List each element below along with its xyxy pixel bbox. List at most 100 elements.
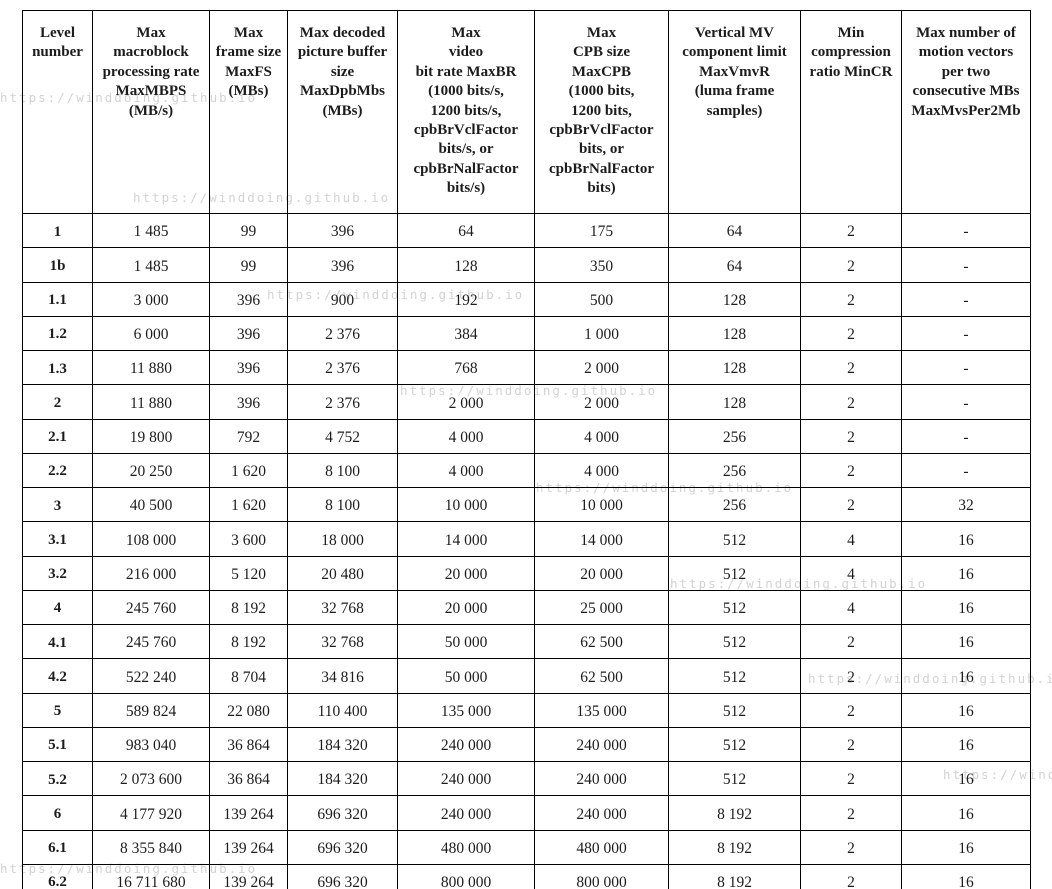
value-cell: 216 000 [92, 555, 210, 591]
value-cell: 40 500 [92, 486, 210, 523]
value-cell: 128 [397, 247, 535, 283]
value-cell: 396 [209, 315, 288, 352]
value-cell: 11 880 [92, 384, 210, 420]
value-cell: 20 000 [397, 555, 535, 591]
value-cell: 128 [668, 384, 801, 420]
table-row: 4.1 245 760 8 192 32 768 50 000 62 500 512 2 16 [22, 623, 1031, 660]
value-cell: 500 [534, 281, 669, 317]
value-cell: - [901, 281, 1031, 317]
value-cell: 25 000 [534, 589, 669, 626]
level-number-cell: 5.2 [22, 760, 93, 797]
value-cell: 8 100 [287, 452, 398, 489]
value-cell: 768 [397, 349, 535, 386]
value-cell: 16 [901, 795, 1031, 831]
value-cell: 2 376 [287, 315, 398, 352]
level-number-cell: 1.1 [22, 281, 93, 317]
value-cell: 8 192 [209, 589, 288, 626]
value-cell: 512 [668, 726, 801, 763]
value-cell: 128 [668, 315, 801, 352]
value-cell: 36 864 [209, 726, 288, 763]
value-cell: 64 [668, 212, 801, 249]
value-cell: 32 768 [287, 623, 398, 660]
value-cell: 135 000 [397, 692, 535, 728]
value-cell: 18 000 [287, 521, 398, 557]
value-cell: 8 192 [668, 863, 801, 889]
value-cell: 240 000 [397, 726, 535, 763]
level-number-cell: 3.1 [22, 521, 93, 557]
level-number-cell: 2 [22, 384, 93, 420]
column-header: Max CPB size MaxCPB (1000 bits, 1200 bit… [534, 10, 669, 214]
value-cell: 792 [209, 418, 288, 454]
value-cell: 240 000 [534, 760, 669, 797]
value-cell: 99 [209, 212, 288, 249]
value-cell: 8 192 [668, 795, 801, 831]
value-cell: 5 120 [209, 555, 288, 591]
value-cell: 16 [901, 658, 1031, 694]
value-cell: 16 [901, 863, 1031, 889]
value-cell: - [901, 418, 1031, 454]
value-cell: 2 [800, 315, 902, 352]
value-cell: 4 [800, 589, 902, 626]
column-header: Max video bit rate MaxBR (1000 bits/s, 1… [397, 10, 535, 214]
value-cell: 16 [901, 726, 1031, 763]
value-cell: 99 [209, 247, 288, 283]
value-cell: 512 [668, 692, 801, 728]
value-cell: 512 [668, 589, 801, 626]
value-cell: 1 485 [92, 212, 210, 249]
value-cell: 2 000 [534, 384, 669, 420]
level-number-cell: 3.2 [22, 555, 93, 591]
value-cell: 32 768 [287, 589, 398, 626]
value-cell: 800 000 [534, 863, 669, 889]
value-cell: 480 000 [534, 829, 669, 865]
value-cell: 350 [534, 247, 669, 283]
value-cell: 10 000 [397, 486, 535, 523]
value-cell: 4 000 [534, 418, 669, 454]
value-cell: 512 [668, 623, 801, 660]
level-number-cell: 1b [22, 247, 93, 283]
value-cell: 256 [668, 452, 801, 489]
value-cell: 32 [901, 486, 1031, 523]
value-cell: - [901, 349, 1031, 386]
column-header: Min compression ratio MinCR [800, 10, 902, 214]
value-cell: 8 704 [209, 658, 288, 694]
value-cell: 8 192 [668, 829, 801, 865]
value-cell: 2 [800, 418, 902, 454]
level-number-cell: 6 [22, 795, 93, 831]
value-cell: 22 080 [209, 692, 288, 728]
value-cell: 3 600 [209, 521, 288, 557]
value-cell: 20 000 [534, 555, 669, 591]
value-cell: 800 000 [397, 863, 535, 889]
value-cell: 384 [397, 315, 535, 352]
value-cell: 139 264 [209, 863, 288, 889]
value-cell: 14 000 [534, 521, 669, 557]
value-cell: 2 000 [534, 349, 669, 386]
value-cell: 256 [668, 486, 801, 523]
level-number-cell: 6.2 [22, 863, 93, 889]
value-cell: 110 400 [287, 692, 398, 728]
value-cell: 696 320 [287, 863, 398, 889]
value-cell: 512 [668, 658, 801, 694]
value-cell: 184 320 [287, 760, 398, 797]
value-cell: 16 [901, 692, 1031, 728]
value-cell: 2 [800, 281, 902, 317]
value-cell: 4 [800, 555, 902, 591]
value-cell: 240 000 [397, 760, 535, 797]
column-header: Vertical MV component limit MaxVmvR (lum… [668, 10, 801, 214]
value-cell: 983 040 [92, 726, 210, 763]
value-cell: 396 [209, 384, 288, 420]
value-cell: 240 000 [534, 795, 669, 831]
column-header: Max macroblock processing rate MaxMBPS (… [92, 10, 210, 214]
table-row: 1b 1 485 99 396 128 350 64 2- [22, 247, 1031, 283]
level-number-cell: 6.1 [22, 829, 93, 865]
level-number-cell: 1.3 [22, 349, 93, 386]
value-cell: 2 376 [287, 384, 398, 420]
value-cell: 522 240 [92, 658, 210, 694]
value-cell: 20 480 [287, 555, 398, 591]
value-cell: 62 500 [534, 658, 669, 694]
value-cell: 3 000 [92, 281, 210, 317]
value-cell: 4 177 920 [92, 795, 210, 831]
value-cell: 900 [287, 281, 398, 317]
table-row: 6.1 8 355 840 139 264 696 320 480 000 480 000… [22, 829, 1031, 865]
